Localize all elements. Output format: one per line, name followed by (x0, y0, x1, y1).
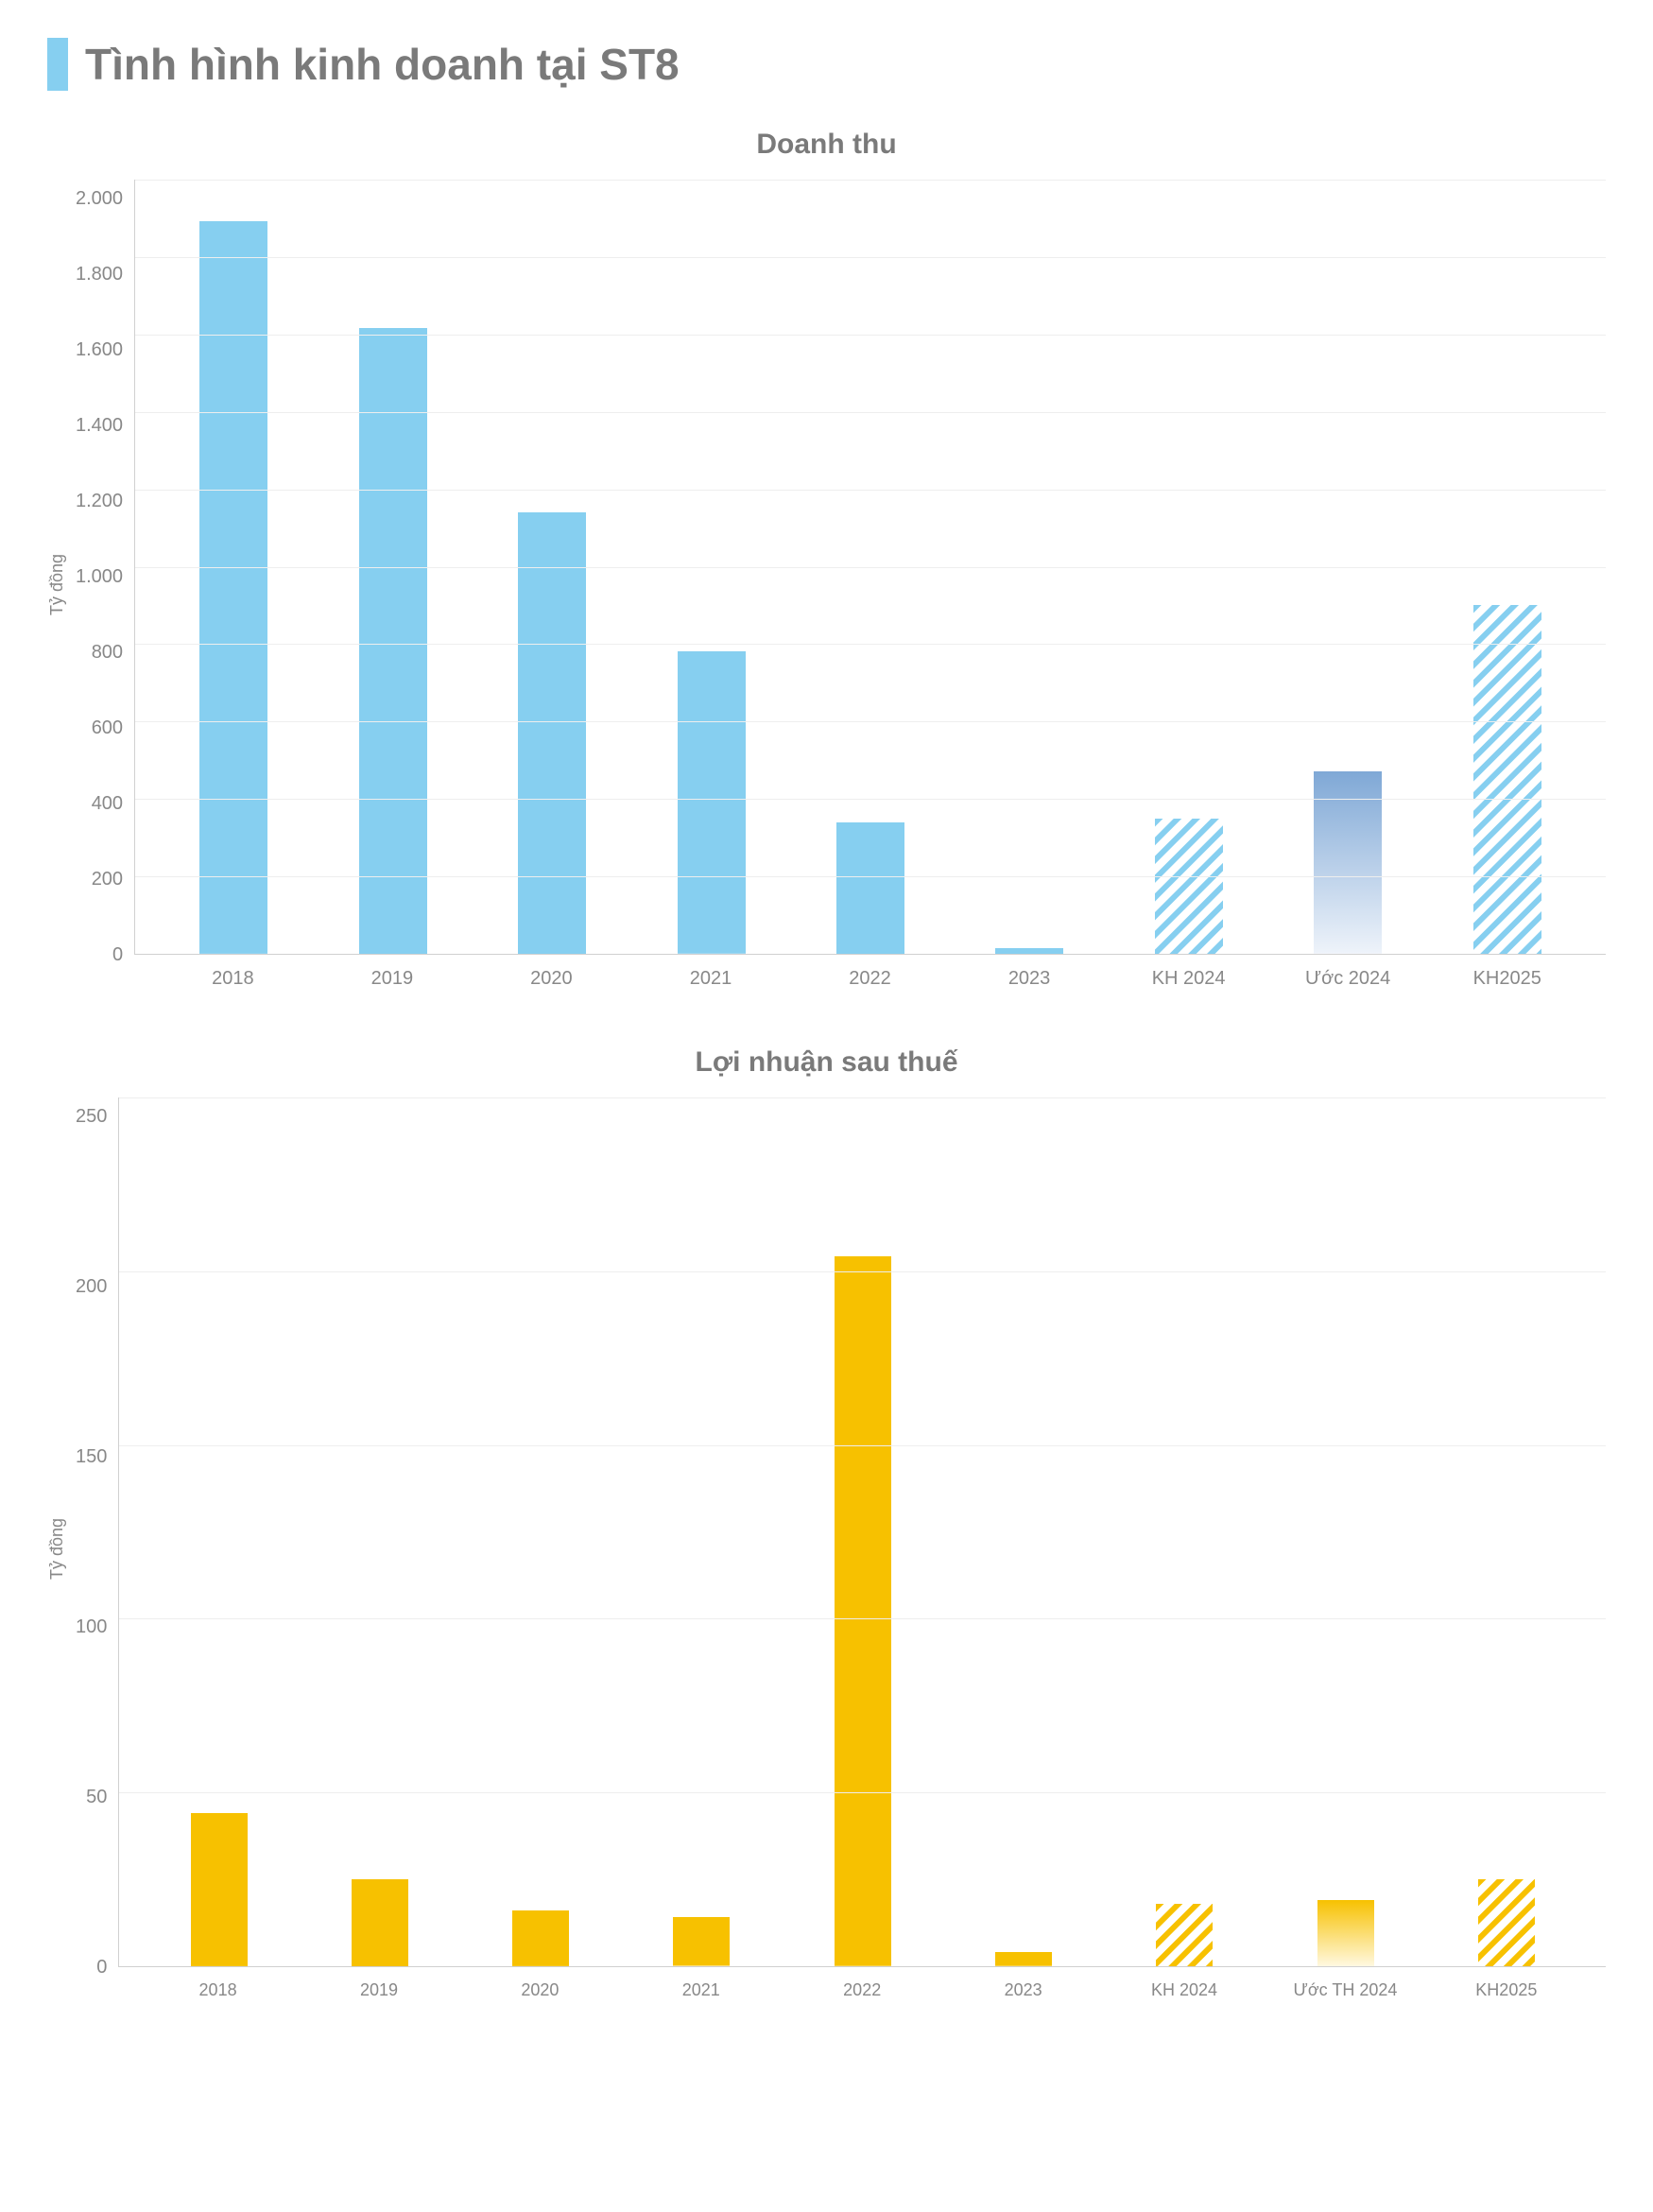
bar (518, 512, 586, 954)
x-axis-ticks: 201820192020202120222023KH 2024Ước 2024K… (134, 955, 1606, 990)
chart-title: Lợi nhuận sau thuế (47, 1046, 1606, 1079)
x-tick: 2021 (621, 1980, 782, 2000)
bar (512, 1910, 569, 1966)
y-tick: 0 (96, 1958, 107, 1977)
gridline (135, 876, 1606, 877)
y-tick: 1.200 (76, 492, 123, 510)
gridline (135, 257, 1606, 258)
bar (199, 221, 267, 954)
gridline (119, 1618, 1606, 1619)
header-accent-bar (47, 38, 68, 91)
y-axis-label: Tỷ đồng (47, 180, 76, 990)
gridline (135, 412, 1606, 413)
bar (359, 328, 427, 954)
bar-slot (300, 1097, 460, 1966)
y-axis-ticks: 250200150100500 (76, 1097, 118, 1967)
bar-slot (1265, 1097, 1425, 1966)
bar-slot (783, 1097, 943, 1966)
y-tick: 800 (92, 643, 123, 662)
bar-slot (943, 1097, 1104, 1966)
x-tick: Ước TH 2024 (1265, 1980, 1425, 2000)
y-axis-ticks: 2.000 1.800 1.600 1.400 1.200 1.000 800 600 400 2… (76, 180, 134, 955)
gridline (135, 644, 1606, 645)
gridline (135, 721, 1606, 722)
x-tick: KH 2024 (1109, 968, 1268, 990)
profit-chart: Lợi nhuận sau thuế Tỷ đồng 250 200 150 100 5… (47, 1046, 1606, 2000)
x-tick: KH2025 (1426, 1980, 1587, 2000)
x-tick: Ước 2024 (1268, 968, 1428, 990)
bar-slot (1104, 1097, 1265, 1966)
y-tick: 50 (86, 1788, 107, 1806)
y-tick: 200 (76, 1277, 107, 1296)
x-tick: 2023 (942, 1980, 1103, 2000)
y-tick: 0 (112, 945, 123, 964)
y-tick: 200 (92, 870, 123, 889)
x-tick: 2022 (790, 968, 950, 990)
bar (1155, 819, 1223, 955)
gridline (135, 567, 1606, 568)
x-tick: 2020 (459, 1980, 620, 2000)
bar (1317, 1900, 1374, 1966)
bars-container (119, 1097, 1606, 1966)
x-tick: 2021 (631, 968, 791, 990)
x-axis-ticks: 201820192020202120222023KH 2024Ước TH 20… (118, 1967, 1606, 2000)
page-title: Tình hình kinh doanh tại ST8 (85, 39, 680, 90)
x-tick: 2018 (153, 968, 313, 990)
y-tick: 250 (76, 1107, 107, 1126)
gridline (119, 1271, 1606, 1272)
plot-area (134, 180, 1606, 955)
x-tick: 2019 (313, 968, 473, 990)
x-tick: 2019 (299, 1980, 459, 2000)
y-tick: 2.000 (76, 189, 123, 208)
bar (1156, 1904, 1213, 1966)
bar-slot (1426, 1097, 1587, 1966)
x-tick: KH2025 (1427, 968, 1587, 990)
bar (995, 948, 1063, 954)
plot-area (118, 1097, 1606, 1967)
gridline (119, 1097, 1606, 1098)
x-tick: 2022 (782, 1980, 942, 2000)
x-tick: 2023 (950, 968, 1110, 990)
x-tick: 2020 (472, 968, 631, 990)
page-header: Tình hình kinh doanh tại ST8 (47, 38, 1606, 91)
bar (995, 1952, 1052, 1966)
gridline (135, 180, 1606, 181)
y-axis-label: Tỷ đồng (47, 1097, 76, 2000)
bar (678, 651, 746, 954)
gridline (135, 490, 1606, 491)
y-tick: 100 (76, 1617, 107, 1636)
x-tick: KH 2024 (1104, 1980, 1265, 2000)
x-tick: 2018 (137, 1980, 298, 2000)
gridline (119, 1792, 1606, 1793)
y-tick: 1.800 (76, 265, 123, 284)
gridline (135, 335, 1606, 336)
revenue-chart: Doanh thu Tỷ đồng 2.000 1.800 1.600 1.400 1.… (47, 129, 1606, 990)
y-tick: 400 (92, 794, 123, 813)
bar (836, 822, 904, 954)
bar (191, 1813, 248, 1966)
bar (1478, 1879, 1535, 1966)
bar (673, 1917, 730, 1966)
bar-slot (460, 1097, 621, 1966)
y-tick: 1.400 (76, 416, 123, 435)
chart-title: Doanh thu (47, 129, 1606, 161)
bar-slot (138, 1097, 299, 1966)
y-tick: 150 (76, 1447, 107, 1466)
bar (352, 1879, 408, 1966)
bar (835, 1256, 891, 1966)
y-tick: 1.000 (76, 567, 123, 586)
y-tick: 600 (92, 718, 123, 737)
y-tick: 1.600 (76, 340, 123, 359)
bar-slot (621, 1097, 782, 1966)
gridline (119, 1445, 1606, 1446)
gridline (135, 799, 1606, 800)
bar (1473, 605, 1541, 954)
